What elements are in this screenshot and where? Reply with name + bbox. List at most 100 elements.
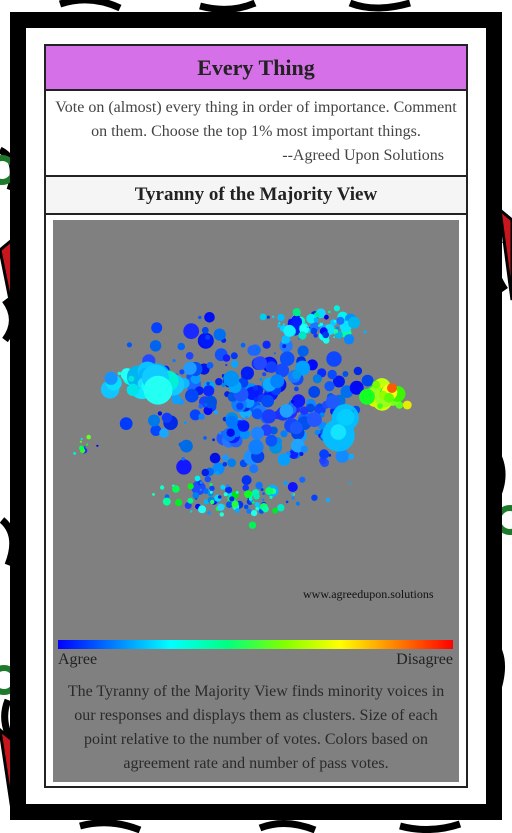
cluster-dot bbox=[183, 361, 197, 375]
cluster-dot bbox=[240, 342, 246, 348]
cluster-dot bbox=[225, 415, 238, 428]
cluster-dot bbox=[277, 313, 285, 322]
cluster-dot bbox=[384, 392, 394, 403]
cluster-dot bbox=[195, 497, 198, 500]
cluster-dot bbox=[322, 331, 330, 339]
cluster-dot bbox=[248, 439, 264, 455]
cluster-dot bbox=[251, 510, 258, 517]
cluster-dot bbox=[255, 347, 260, 352]
cluster-dot bbox=[306, 325, 309, 329]
cluster-dot bbox=[327, 369, 337, 380]
cluster-dot bbox=[255, 506, 259, 511]
cluster-dot bbox=[272, 315, 275, 318]
cluster-dot bbox=[222, 462, 228, 467]
cluster-dot bbox=[172, 359, 176, 363]
cluster-dot bbox=[249, 464, 259, 474]
cluster-dot bbox=[213, 328, 226, 341]
cluster-dot bbox=[126, 342, 132, 348]
cluster-dot bbox=[187, 483, 194, 490]
cluster-dot bbox=[221, 454, 229, 462]
cluster-dot bbox=[143, 375, 173, 405]
cluster-dot bbox=[314, 429, 321, 436]
cluster-dot bbox=[203, 488, 210, 495]
cluster-dot bbox=[248, 521, 257, 529]
cluster-dot bbox=[209, 452, 221, 464]
cluster-dot bbox=[231, 500, 239, 508]
cluster-dot bbox=[79, 440, 82, 443]
title: Every Thing bbox=[44, 44, 468, 91]
cluster-dot bbox=[248, 497, 253, 501]
cluster-dot bbox=[281, 335, 291, 344]
cluster-dot bbox=[179, 369, 185, 375]
cluster-dot bbox=[337, 408, 355, 426]
cluster-dot bbox=[204, 395, 218, 409]
scale-low-label: Agree bbox=[58, 651, 98, 668]
description: Vote on (almost) every thing in order of… bbox=[55, 99, 457, 140]
cluster-dot bbox=[328, 310, 331, 314]
cluster-dot bbox=[251, 408, 263, 420]
cluster-dot bbox=[201, 468, 210, 477]
cluster-dot bbox=[218, 431, 222, 435]
cluster-dot bbox=[220, 484, 226, 490]
cluster-dot bbox=[240, 366, 254, 380]
cluster-dot bbox=[290, 399, 295, 404]
cluster-dot bbox=[255, 481, 263, 490]
cluster-dot bbox=[183, 323, 200, 340]
cluster-dot bbox=[226, 501, 233, 509]
cluster-dot bbox=[289, 421, 303, 435]
cluster-dot bbox=[325, 497, 331, 503]
cluster-dot bbox=[278, 322, 281, 325]
cluster-dot bbox=[206, 362, 214, 369]
cluster-dot bbox=[119, 417, 133, 430]
cluster-dot bbox=[204, 312, 215, 323]
cluster-dot bbox=[333, 329, 339, 334]
cluster-dot bbox=[217, 503, 225, 511]
cluster-dot bbox=[80, 438, 83, 440]
cluster-dot bbox=[242, 484, 249, 492]
cluster-dot bbox=[333, 336, 336, 339]
cluster-dot bbox=[265, 487, 273, 495]
cluster-dot bbox=[266, 315, 270, 319]
cluster-dot bbox=[209, 483, 213, 486]
cluster-dot bbox=[261, 394, 274, 408]
cluster-dot bbox=[299, 324, 309, 334]
cluster-dot bbox=[223, 492, 228, 497]
cluster-dot bbox=[252, 385, 259, 391]
cluster-dot bbox=[306, 412, 322, 428]
cluster-dot bbox=[317, 403, 322, 408]
cluster-dot bbox=[377, 403, 383, 409]
cluster-dot bbox=[254, 501, 260, 508]
cluster-dot bbox=[150, 425, 162, 436]
cluster-dot bbox=[275, 363, 290, 378]
cluster-dot bbox=[161, 412, 173, 423]
cluster-dot bbox=[73, 452, 76, 455]
cluster-dot bbox=[117, 371, 122, 376]
cluster-dot bbox=[227, 458, 237, 468]
cluster-dot bbox=[152, 493, 155, 496]
cluster-dot bbox=[353, 366, 363, 376]
cluster-dot bbox=[332, 375, 345, 388]
cluster-dot bbox=[159, 485, 165, 490]
cluster-dot bbox=[207, 511, 211, 515]
cluster-dot bbox=[201, 326, 209, 334]
cluster-dot bbox=[79, 445, 84, 451]
cluster-dot bbox=[209, 490, 213, 494]
cluster-dot bbox=[283, 481, 288, 486]
cluster-dot bbox=[190, 374, 201, 384]
cluster-dot bbox=[221, 382, 226, 388]
cluster-dot bbox=[261, 409, 277, 424]
cluster-dot bbox=[326, 351, 342, 367]
cluster-dot bbox=[159, 428, 169, 438]
cluster-dot bbox=[246, 508, 252, 514]
cluster-dot bbox=[324, 314, 329, 320]
cluster-dot bbox=[235, 508, 240, 514]
view-area: www.agreedupon.solutions Agree Disagree … bbox=[53, 220, 459, 782]
cluster-dot bbox=[333, 305, 340, 312]
cluster-dot bbox=[225, 363, 228, 367]
cluster-dot bbox=[222, 354, 231, 362]
cluster-dot bbox=[265, 434, 278, 447]
watermark: www.agreedupon.solutions bbox=[303, 587, 434, 601]
cluster-dot bbox=[261, 498, 265, 502]
cluster-dot bbox=[273, 352, 276, 355]
cluster-dot bbox=[180, 439, 193, 453]
